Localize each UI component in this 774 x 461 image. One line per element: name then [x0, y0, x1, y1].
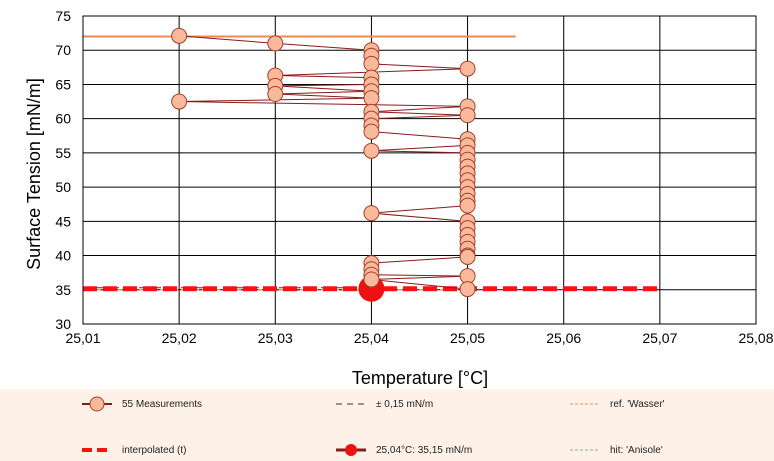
measurement-connector: [371, 144, 468, 152]
legend-item-result: 25,04°C: 35,15 mN/m: [334, 442, 472, 458]
measurement-connector: [371, 212, 468, 222]
y-tick-label: 35: [55, 282, 71, 298]
plot-series: [83, 27, 660, 302]
measurement-connector: [275, 75, 372, 79]
measurement-connector: [275, 90, 372, 95]
measurement-connector: [371, 131, 468, 140]
legend-label-hit: hit: 'Anisole': [610, 444, 663, 456]
measurement-point: [171, 93, 188, 110]
measurement-connector: [179, 35, 276, 44]
measurement-connector: [179, 101, 468, 107]
x-tick-label: 25,02: [162, 330, 197, 346]
x-tick-label: 25,07: [642, 330, 677, 346]
legend-item-tolerance: ± 0,15 mN/m: [334, 396, 433, 412]
measurement-point: [459, 248, 476, 265]
legend-label-measurements: 55 Measurements: [122, 398, 203, 410]
y-tick-label: 50: [55, 179, 71, 195]
y-tick-label: 75: [55, 8, 71, 24]
measurement-point: [171, 27, 188, 44]
legend-label-result: 25,04°C: 35,15 mN/m: [376, 444, 473, 456]
measurement-connector: [275, 85, 372, 92]
x-tick-label: 25,05: [450, 330, 485, 346]
tolerance-line-icon: [336, 403, 366, 405]
y-tick-label: 30: [55, 316, 71, 332]
measurement-point: [267, 35, 284, 52]
measurement-point: [267, 86, 284, 103]
y-axis-title: Surface Tension [mN/m]: [24, 78, 44, 270]
measurement-connector: [371, 279, 468, 290]
y-tick-label: 60: [55, 111, 71, 127]
measurement-point: [363, 123, 380, 140]
x-tick-label: 25,04: [354, 330, 389, 346]
measurement-point: [459, 107, 476, 124]
ref-line-icon: [570, 403, 600, 405]
legend-label-ref: ref. 'Wasser': [610, 398, 665, 410]
measurement-connector: [371, 150, 468, 154]
measurement-connector: [371, 111, 468, 116]
measurement-point: [363, 142, 380, 159]
measurement-connector: [371, 63, 468, 70]
legend-item-ref: ref. 'Wasser': [568, 396, 665, 412]
x-tick-label: 25,03: [258, 330, 293, 346]
tick-labels: 25,01 25,02 25,03 25,04 25,05 25,06 25,07 25,08…: [55, 8, 773, 346]
legend-item-measurements: 55 Measurements: [80, 396, 202, 412]
measurement-point: [363, 271, 380, 288]
measurement-point: [363, 55, 380, 72]
legend-item-hit: hit: 'Anisole': [568, 442, 663, 458]
measurement-connector: [371, 114, 468, 120]
x-tick-label: 25,06: [546, 330, 581, 346]
measurement-point: [459, 281, 476, 298]
measurement-connector: [371, 275, 468, 281]
y-tick-label: 65: [55, 76, 71, 92]
plot-frame: [82, 15, 757, 325]
measurement-marker-icon: [82, 396, 112, 412]
measurement-connector: [275, 93, 372, 99]
measurement-point: [363, 90, 380, 107]
measurement-connector: [371, 274, 468, 277]
measurement-point: [459, 60, 476, 77]
y-tick-label: 40: [55, 248, 71, 264]
legend-label-tolerance: ± 0,15 mN/m: [376, 398, 434, 410]
measurement-connector: [275, 42, 372, 51]
measurement-point: [363, 205, 380, 222]
hit-line-icon: [570, 449, 600, 451]
measurement-connector: [371, 205, 468, 214]
y-tick-label: 45: [55, 213, 71, 229]
legend-label-interpolated: interpolated (t): [122, 444, 187, 456]
y-tick-label: 55: [55, 145, 71, 161]
legend-item-interpolated: interpolated (t): [80, 442, 186, 458]
x-axis-title: Temperature [°C]: [352, 368, 488, 388]
legend: 55 Measurements ± 0,15 mN/m ref. 'Wasser…: [0, 389, 774, 461]
y-tick-label: 70: [55, 42, 71, 58]
result-marker-icon: [336, 444, 366, 456]
surface-tension-chart: 25,01 25,02 25,03 25,04 25,05 25,06 25,07 25,08…: [24, 8, 774, 388]
measurement-connector: [371, 105, 468, 113]
measurement-connector: [275, 83, 372, 87]
measurement-connector: [371, 256, 468, 264]
x-tick-label: 25,01: [65, 330, 100, 346]
x-tick-label: 25,08: [738, 330, 773, 346]
interpolated-line-icon: [82, 448, 112, 452]
measurement-point: [459, 197, 476, 214]
